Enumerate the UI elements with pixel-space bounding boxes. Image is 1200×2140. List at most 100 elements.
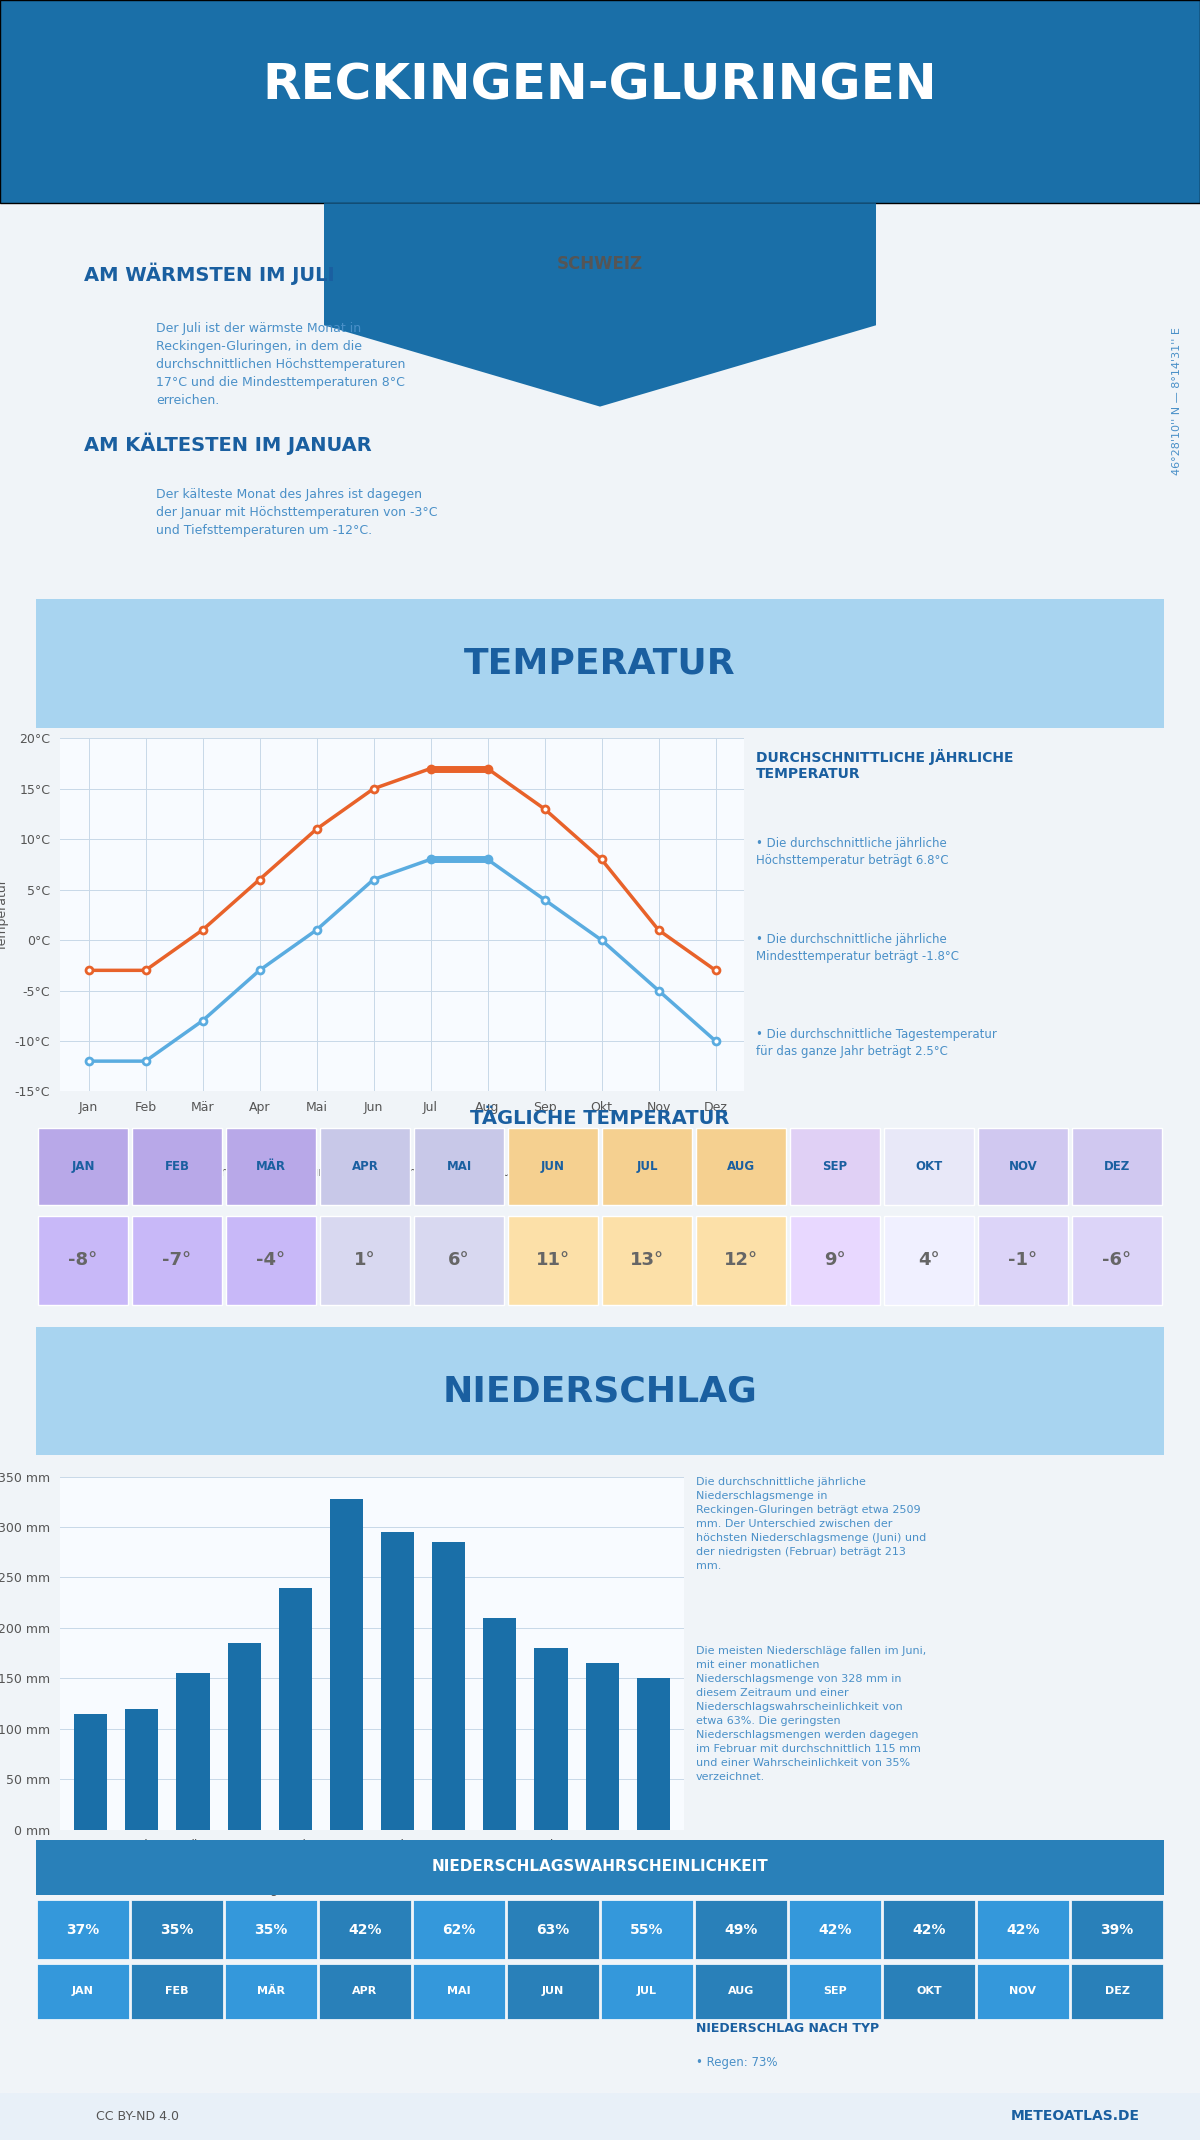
Text: -6°: -6°	[1103, 1252, 1132, 1269]
Bar	[74, 1714, 107, 1830]
Text: 49%: 49%	[725, 1922, 757, 1937]
Text: APR: APR	[352, 1160, 378, 1173]
FancyBboxPatch shape	[13, 1325, 1187, 1457]
Polygon shape	[324, 203, 876, 407]
FancyBboxPatch shape	[977, 1965, 1069, 2018]
Text: Die meisten Niederschläge fallen im Juni,
mit einer monatlichen
Niederschlagsmen: Die meisten Niederschläge fallen im Juni…	[696, 1646, 926, 1783]
FancyBboxPatch shape	[319, 1965, 410, 2018]
Text: NIEDERSCHLAG: NIEDERSCHLAG	[443, 1374, 757, 1408]
FancyBboxPatch shape	[509, 1216, 598, 1305]
Bar	[432, 1543, 466, 1830]
Text: APR: APR	[353, 1986, 378, 1997]
Text: MAI: MAI	[448, 1986, 470, 1997]
FancyBboxPatch shape	[509, 1128, 598, 1205]
FancyBboxPatch shape	[37, 1965, 128, 2018]
FancyBboxPatch shape	[1072, 1900, 1163, 1958]
Text: JUL: JUL	[637, 1986, 658, 1997]
FancyBboxPatch shape	[695, 1900, 787, 1958]
Text: 1°: 1°	[354, 1252, 376, 1269]
FancyBboxPatch shape	[695, 1965, 787, 2018]
Text: 6°: 6°	[448, 1252, 470, 1269]
Text: SEP: SEP	[823, 1986, 847, 1997]
Text: • Schnee: 27%: • Schnee: 27%	[696, 2095, 784, 2108]
Bar	[125, 1708, 158, 1830]
Text: 42%: 42%	[1007, 1922, 1039, 1937]
Text: 42%: 42%	[348, 1922, 382, 1937]
FancyBboxPatch shape	[414, 1128, 504, 1205]
Text: • Die durchschnittliche Tagestemperatur
für das ganze Jahr beträgt 2.5°C: • Die durchschnittliche Tagestemperatur …	[756, 1027, 997, 1057]
FancyBboxPatch shape	[226, 1965, 317, 2018]
Text: 13°: 13°	[630, 1252, 664, 1269]
Text: MÄR: MÄR	[256, 1160, 286, 1173]
Text: 35%: 35%	[161, 1922, 193, 1937]
FancyBboxPatch shape	[602, 1216, 691, 1305]
Text: 42%: 42%	[912, 1922, 946, 1937]
Text: NOV: NOV	[1009, 1160, 1037, 1173]
Text: 55%: 55%	[630, 1922, 664, 1937]
FancyBboxPatch shape	[320, 1128, 409, 1205]
FancyBboxPatch shape	[227, 1128, 316, 1205]
FancyBboxPatch shape	[977, 1900, 1069, 1958]
FancyBboxPatch shape	[884, 1216, 973, 1305]
Text: METEOATLAS.DE: METEOATLAS.DE	[1010, 2110, 1140, 2123]
Text: 63%: 63%	[536, 1922, 570, 1937]
Text: OKT: OKT	[916, 1986, 942, 1997]
Text: DEZ: DEZ	[1104, 1160, 1130, 1173]
FancyBboxPatch shape	[601, 1965, 692, 2018]
FancyBboxPatch shape	[319, 1900, 410, 1958]
Legend: Maximale Temperatur, Minimale Temperatur: Maximale Temperatur, Minimale Temperatur	[146, 1162, 521, 1183]
Text: 37%: 37%	[66, 1922, 100, 1937]
FancyBboxPatch shape	[131, 1965, 223, 2018]
FancyBboxPatch shape	[696, 1128, 786, 1205]
FancyBboxPatch shape	[601, 1900, 692, 1958]
FancyBboxPatch shape	[38, 1216, 127, 1305]
Text: OKT: OKT	[916, 1160, 943, 1173]
Bar	[637, 1678, 670, 1830]
Text: DEZ: DEZ	[1104, 1986, 1129, 1997]
Bar	[176, 1673, 210, 1830]
Bar	[484, 1618, 516, 1830]
FancyBboxPatch shape	[37, 1900, 128, 1958]
Text: DURCHSCHNITTLICHE JÄHRLICHE
TEMPERATUR: DURCHSCHNITTLICHE JÄHRLICHE TEMPERATUR	[756, 749, 1014, 781]
Text: 46°28'10'' N — 8°14'31'' E: 46°28'10'' N — 8°14'31'' E	[1172, 327, 1182, 475]
FancyBboxPatch shape	[791, 1216, 880, 1305]
Text: CC BY-ND 4.0: CC BY-ND 4.0	[96, 2110, 179, 2123]
FancyBboxPatch shape	[131, 1900, 223, 1958]
Text: 35%: 35%	[254, 1922, 288, 1937]
Text: NOV: NOV	[1009, 1986, 1037, 1997]
Text: MÄR: MÄR	[257, 1986, 286, 1997]
FancyBboxPatch shape	[883, 1965, 974, 2018]
Text: FEB: FEB	[164, 1160, 190, 1173]
FancyBboxPatch shape	[791, 1128, 880, 1205]
Text: NIEDERSCHLAGSWAHRSCHEINLICHKEIT: NIEDERSCHLAGSWAHRSCHEINLICHKEIT	[432, 1860, 768, 1875]
Text: RECKINGEN-GLURINGEN: RECKINGEN-GLURINGEN	[263, 62, 937, 109]
Legend: Niederschlagssumme: Niederschlagssumme	[157, 1879, 337, 1900]
FancyBboxPatch shape	[132, 1128, 222, 1205]
FancyBboxPatch shape	[978, 1216, 1068, 1305]
Text: SCHWEIZ: SCHWEIZ	[557, 255, 643, 274]
Text: TEMPERATUR: TEMPERATUR	[464, 646, 736, 681]
FancyBboxPatch shape	[884, 1128, 973, 1205]
Text: • Die durchschnittliche jährliche
Höchsttemperatur beträgt 6.8°C: • Die durchschnittliche jährliche Höchst…	[756, 837, 949, 867]
Bar	[278, 1588, 312, 1830]
Text: FEB: FEB	[166, 1986, 188, 1997]
Text: SEP: SEP	[822, 1160, 847, 1173]
Text: 11°: 11°	[536, 1252, 570, 1269]
Text: JUN: JUN	[541, 1160, 565, 1173]
Text: 39%: 39%	[1100, 1922, 1134, 1937]
Text: Die durchschnittliche jährliche
Niederschlagsmenge in
Reckingen-Gluringen beträg: Die durchschnittliche jährliche Niedersc…	[696, 1477, 926, 1571]
FancyBboxPatch shape	[413, 1965, 505, 2018]
Text: MAI: MAI	[446, 1160, 472, 1173]
FancyBboxPatch shape	[226, 1900, 317, 1958]
Y-axis label: Temperatur: Temperatur	[0, 880, 10, 950]
Text: 62%: 62%	[443, 1922, 475, 1937]
FancyBboxPatch shape	[790, 1900, 881, 1958]
Text: JUL: JUL	[636, 1160, 658, 1173]
Text: -7°: -7°	[162, 1252, 192, 1269]
Text: NIEDERSCHLAG NACH TYP: NIEDERSCHLAG NACH TYP	[696, 2022, 880, 2035]
Text: TÄGLICHE TEMPERATUR: TÄGLICHE TEMPERATUR	[470, 1109, 730, 1128]
FancyBboxPatch shape	[132, 1216, 222, 1305]
Text: -1°: -1°	[1008, 1252, 1038, 1269]
FancyBboxPatch shape	[227, 1216, 316, 1305]
Bar	[330, 1498, 364, 1830]
